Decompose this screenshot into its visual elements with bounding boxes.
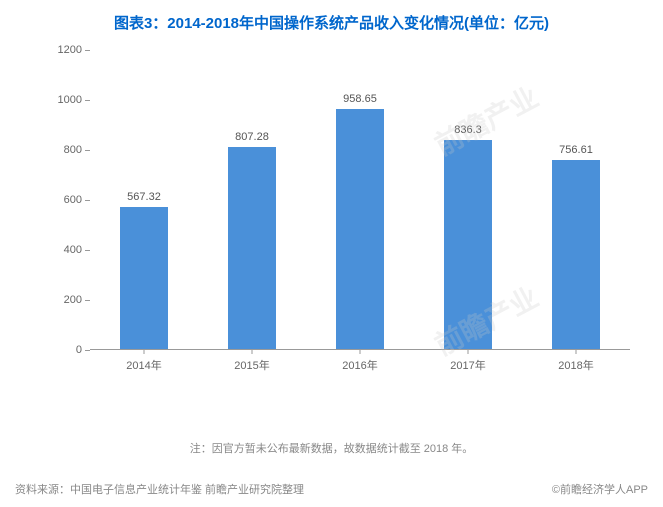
bar-value-label: 567.32 (127, 191, 161, 203)
bar-slot: 756.612018年 (522, 50, 630, 349)
plot-area: 567.322014年807.282015年958.652016年836.320… (90, 50, 630, 350)
x-tick-mark (576, 349, 577, 354)
bar (444, 140, 492, 349)
bar-slot: 958.652016年 (306, 50, 414, 349)
bar-slot: 567.322014年 (90, 50, 198, 349)
y-tick-label: 1200 (58, 44, 82, 56)
x-tick-label: 2017年 (450, 357, 485, 373)
bar (120, 207, 168, 349)
chart-title-text: 图表3：2014-2018年中国操作系统产品收入变化情况(单位：亿元) (114, 15, 549, 32)
footer: 资料来源：中国电子信息产业统计年鉴 前瞻产业研究院整理 ©前瞻经济学人APP (15, 481, 648, 497)
x-tick-mark (252, 349, 253, 354)
y-tick-label: 800 (64, 144, 82, 156)
chart-title: 图表3：2014-2018年中国操作系统产品收入变化情况(单位：亿元) (0, 0, 663, 33)
x-tick-label: 2015年 (234, 357, 269, 373)
brand-label: ©前瞻经济学人APP (552, 481, 648, 497)
chart-note: 注：因官方暂未公布最新数据，故数据统计截至 2018 年。 (0, 440, 663, 456)
bar-value-label: 756.61 (559, 144, 593, 156)
bar-value-label: 836.3 (454, 124, 482, 136)
y-tick-label: 400 (64, 244, 82, 256)
bar-chart: 020040060080010001200 567.322014年807.282… (40, 50, 630, 390)
y-tick-label: 600 (64, 194, 82, 206)
y-tick-label: 0 (76, 344, 82, 356)
chart-note-text: 注：因官方暂未公布最新数据，故数据统计截至 2018 年。 (190, 443, 474, 455)
y-tick-mark (85, 350, 90, 351)
y-tick-label: 1000 (58, 94, 82, 106)
bar (552, 160, 600, 349)
bar (228, 147, 276, 349)
bar (336, 109, 384, 349)
y-tick-label: 200 (64, 294, 82, 306)
source-label: 资料来源：中国电子信息产业统计年鉴 前瞻产业研究院整理 (15, 481, 304, 497)
x-tick-label: 2016年 (342, 357, 377, 373)
x-tick-mark (360, 349, 361, 354)
bar-slot: 807.282015年 (198, 50, 306, 349)
bar-value-label: 807.28 (235, 131, 269, 143)
x-tick-label: 2014年 (126, 357, 161, 373)
y-axis: 020040060080010001200 (40, 50, 90, 350)
x-tick-mark (144, 349, 145, 354)
bar-slot: 836.32017年 (414, 50, 522, 349)
x-tick-mark (468, 349, 469, 354)
x-tick-label: 2018年 (558, 357, 593, 373)
bar-value-label: 958.65 (343, 93, 377, 105)
